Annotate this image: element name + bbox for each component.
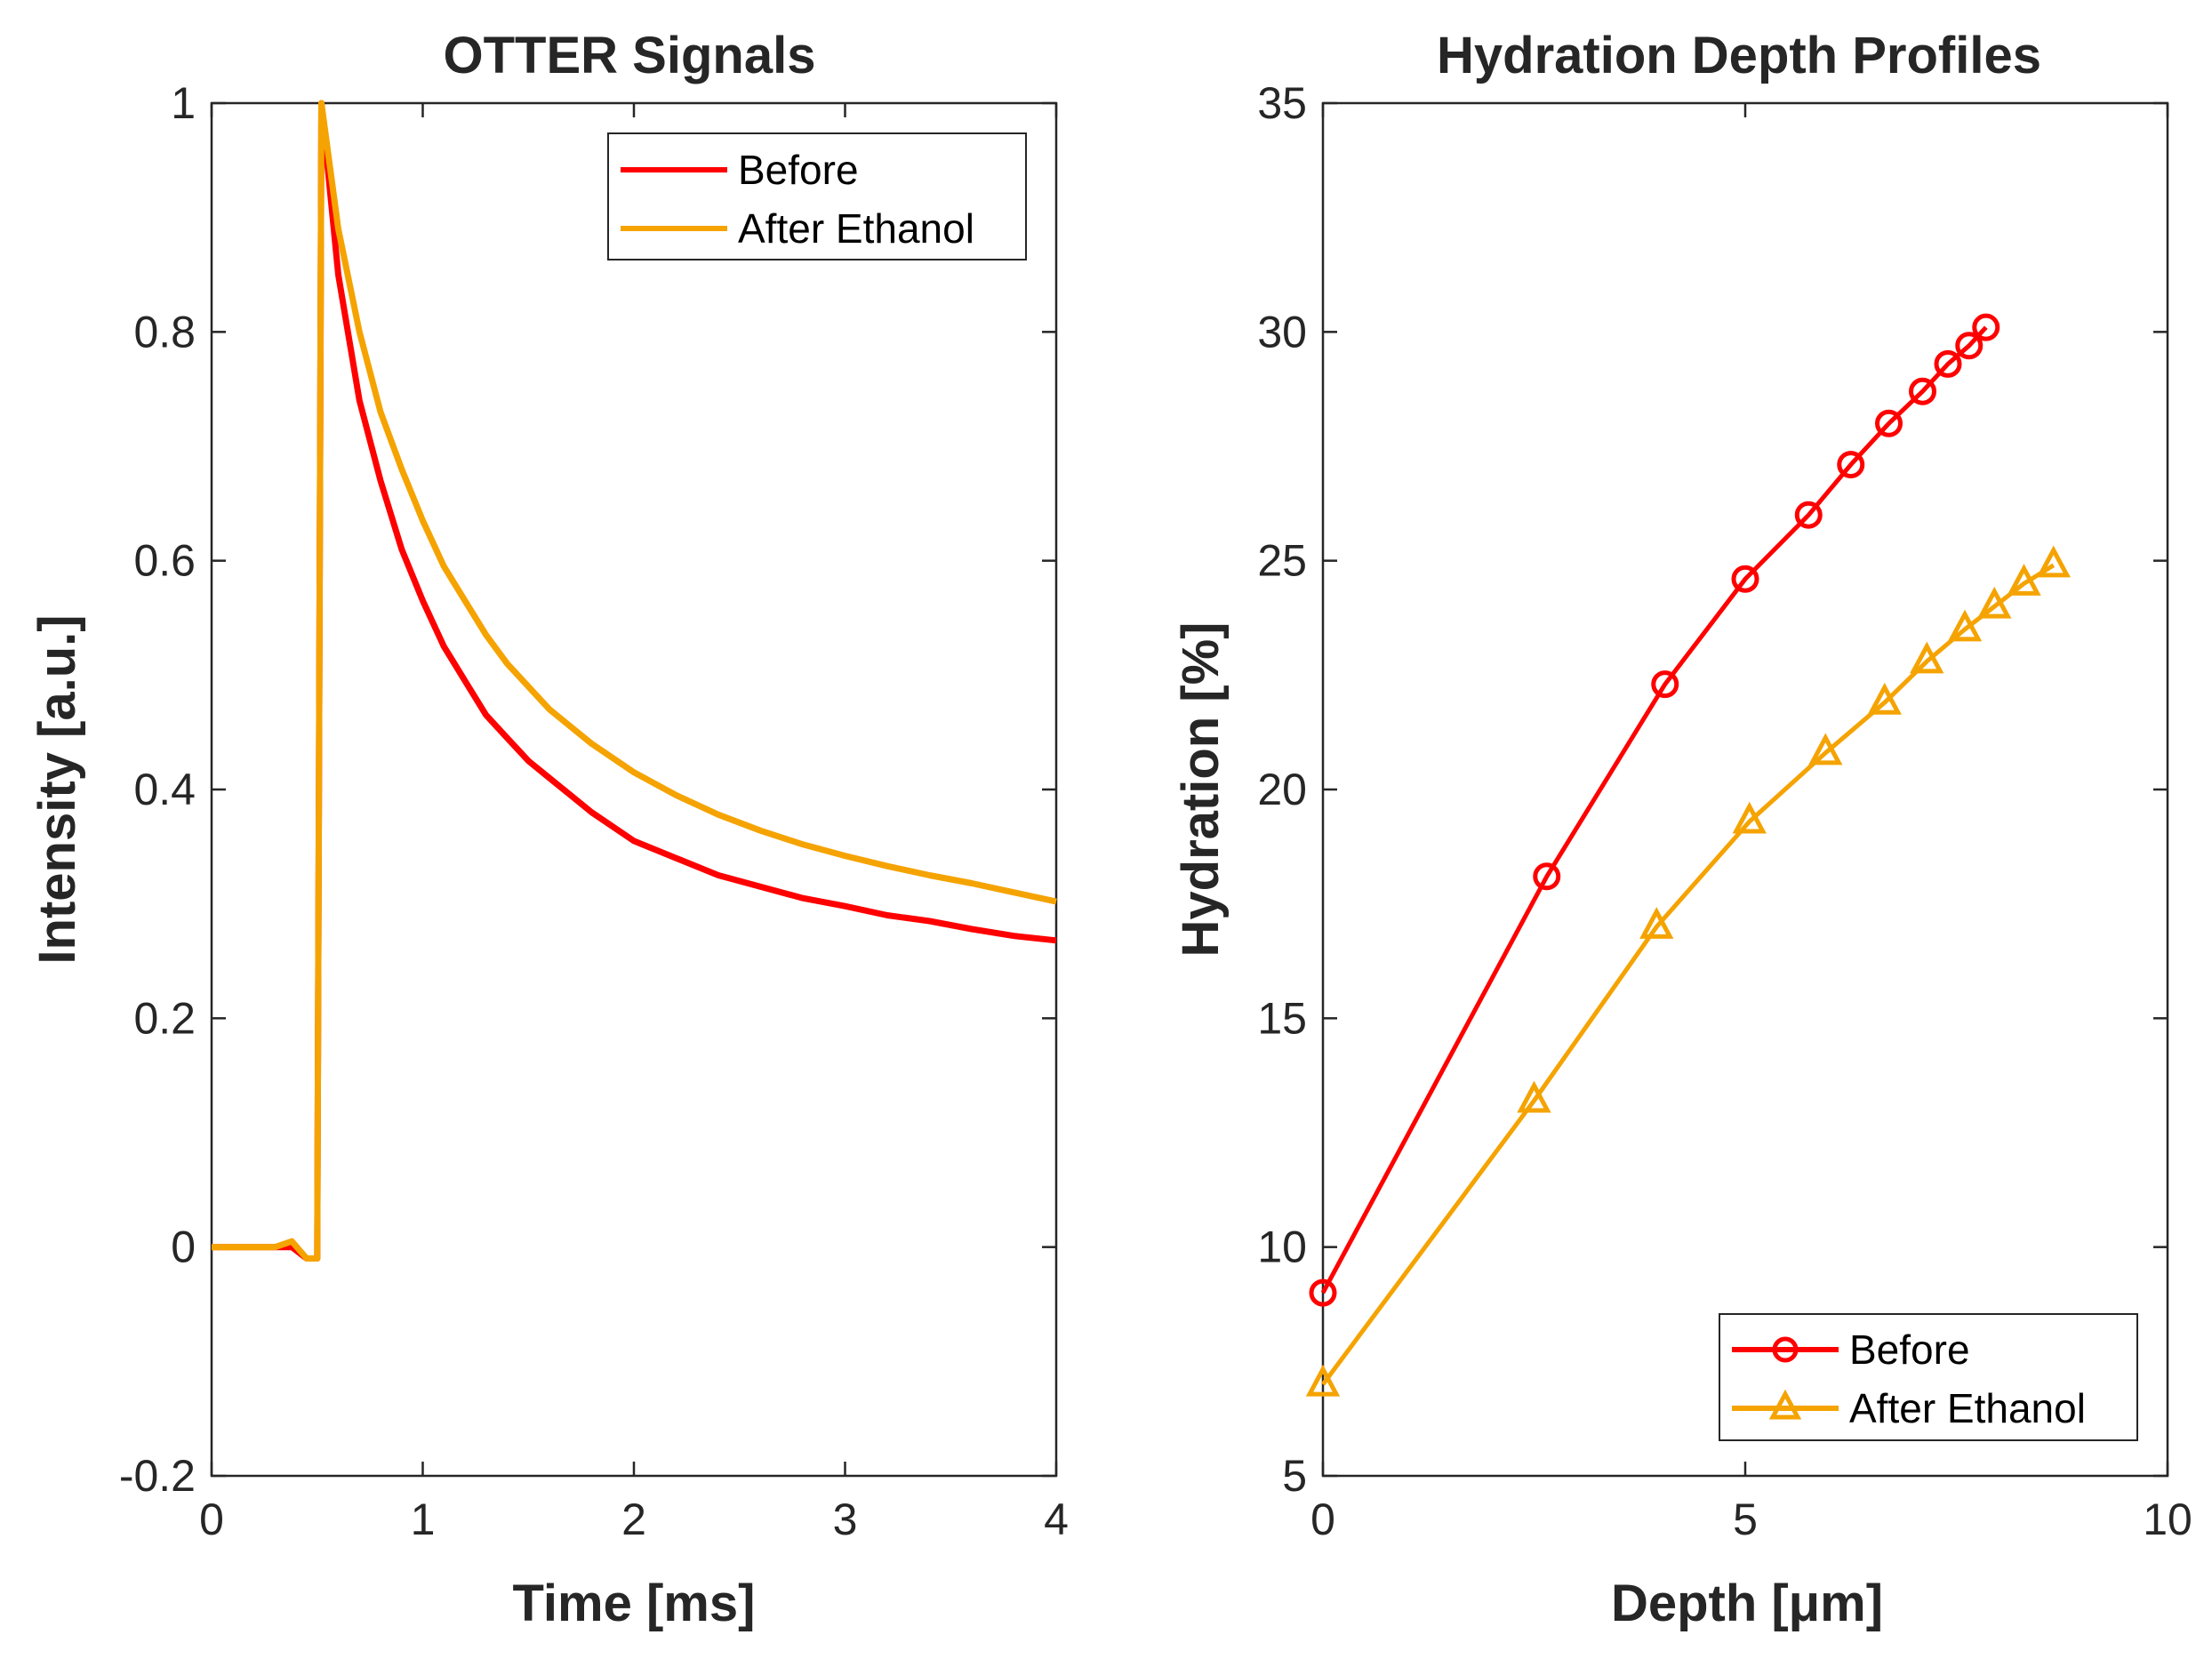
data-point-after-ethanol [1305, 1364, 1341, 1397]
x-tick-label: 0 [199, 1495, 224, 1544]
data-point-after-ethanol [1808, 733, 1843, 765]
data-point-before [1731, 565, 1759, 593]
y-axis-label: Hydration [%] [1172, 622, 1230, 958]
legend-label-before: Before [1849, 1326, 1970, 1373]
legend-box [607, 132, 1027, 260]
x-tick-label: 0 [1310, 1495, 1335, 1544]
x-axis-label: Time [ms] [513, 1575, 756, 1632]
x-axis-label: Depth [μm] [1611, 1575, 1883, 1632]
data-point-before [1309, 1278, 1337, 1307]
data-point-after-ethanol [1867, 682, 1902, 715]
y-tick-label: 0.4 [133, 765, 196, 814]
data-point-before [1909, 377, 1936, 405]
series-group [1305, 313, 2071, 1397]
x-axis: 0 1 2 3 4 [199, 103, 1069, 1544]
series-line-before [1320, 325, 1988, 1294]
legend-marker-before [1772, 1336, 1799, 1363]
data-point-before [1972, 313, 2000, 341]
legend-label-before: Before [738, 147, 859, 193]
data-point-before [1837, 451, 1865, 479]
data-point-before [1651, 670, 1679, 699]
chart-title: Hydration Depth Profiles [1437, 27, 2041, 84]
chart-title: OTTER Signals [444, 27, 816, 84]
y-tick-label: 1 [171, 78, 196, 128]
y-tick-label: 0 [171, 1222, 196, 1272]
x-tick-label: 3 [833, 1495, 858, 1544]
x-axis: 0 5 10 [1310, 103, 2192, 1544]
y-tick-label: 0.8 [133, 307, 196, 357]
legend-marker-after-ethanol [1768, 1389, 1802, 1420]
x-tick-label: 5 [1733, 1495, 1758, 1544]
x-tick-label: 1 [411, 1495, 436, 1544]
data-point-after-ethanol [2036, 545, 2071, 578]
hydration-depth-panel: Hydration Depth Profiles 5 10 15 20 25 30 35 0… [1172, 27, 2192, 1632]
data-point-before [1875, 409, 1903, 437]
data-point-before [1934, 349, 1962, 378]
data-point-before [1533, 862, 1561, 891]
x-tick-label: 10 [2143, 1495, 2192, 1544]
legend: Before After Ethanol [1719, 1313, 2138, 1441]
y-axis-label: Intensity [a.u.] [28, 614, 86, 964]
legend-label-after-ethanol: After Ethanol [738, 205, 974, 252]
data-point-after-ethanol [2007, 564, 2041, 596]
legend-label-after-ethanol: After Ethanol [1849, 1385, 2086, 1431]
y-tick-label: 20 [1257, 765, 1307, 814]
data-point-after-ethanol [1732, 801, 1767, 834]
y-tick-label: 0.2 [133, 993, 196, 1043]
x-tick-label: 2 [621, 1495, 646, 1544]
data-point-after-ethanol [1910, 641, 1944, 674]
data-point-after-ethanol [1517, 1080, 1551, 1113]
plot-area [210, 101, 1058, 1478]
y-tick-label: 5 [1282, 1451, 1307, 1501]
y-tick-label: 35 [1257, 78, 1307, 128]
y-tick-label: 15 [1257, 993, 1307, 1043]
data-point-after-ethanol [1639, 907, 1674, 939]
legend: Before After Ethanol [607, 132, 1027, 260]
x-tick-label: 4 [1044, 1495, 1069, 1544]
y-tick-label: 0.6 [133, 536, 196, 586]
data-point-after-ethanol [1947, 609, 1983, 642]
data-point-before [1794, 501, 1823, 529]
series-line-after-ethanol [1320, 563, 2056, 1386]
y-axis: -0.2 0 0.2 0.4 0.6 0.8 1 [119, 78, 1056, 1501]
series-line-after-ethanol [212, 100, 1057, 1262]
y-tick-label: -0.2 [119, 1451, 196, 1501]
data-point-after-ethanol [1977, 586, 2012, 619]
y-tick-label: 30 [1257, 307, 1307, 357]
y-tick-label: 25 [1257, 536, 1307, 586]
y-axis: 5 10 15 20 25 30 35 [1257, 78, 2168, 1501]
y-tick-label: 10 [1257, 1222, 1307, 1272]
series-group [212, 100, 1057, 1262]
plot-area [1321, 101, 2169, 1478]
data-point-before [1955, 332, 1984, 360]
